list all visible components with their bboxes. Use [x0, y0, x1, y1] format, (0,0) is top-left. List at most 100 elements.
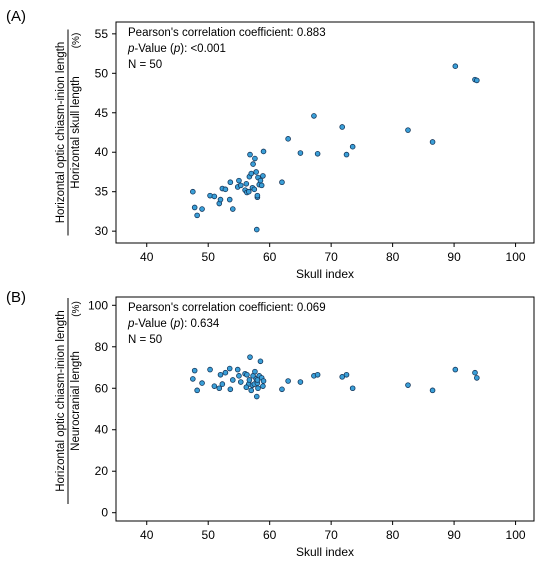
data-point [190, 188, 196, 195]
y-tick-label: 35 [95, 185, 109, 199]
n-annotation: N = 50 [128, 59, 162, 71]
y-tick-label: 0 [101, 506, 108, 520]
data-point [297, 379, 304, 385]
x-tick-label: 60 [263, 528, 277, 542]
data-point [279, 179, 285, 186]
data-point [222, 186, 229, 193]
y-tick-label: 40 [95, 145, 109, 159]
y-label-unit: (%) [71, 33, 82, 49]
data-point [339, 124, 346, 130]
data-point [211, 193, 218, 200]
data-point [248, 387, 255, 394]
y-axis-label: Horizontal optic chiasm-inion length Hori… [55, 29, 82, 236]
x-tick-label: 40 [140, 528, 154, 542]
data-point [285, 378, 291, 384]
x-tick-label: 90 [447, 528, 461, 542]
data-point [251, 186, 258, 193]
data-point [191, 367, 198, 374]
data-point [297, 150, 304, 156]
y-label-denominator: Neurocranial length [70, 351, 82, 451]
data-point [194, 212, 200, 219]
data-point [217, 196, 224, 203]
y-label-numerator: Horizontal optic chiasm-inion length [55, 42, 67, 224]
y-tick-label: 20 [95, 464, 109, 478]
panel-label: (A) [6, 8, 26, 25]
data-point [339, 374, 346, 380]
x-tick-label: 40 [140, 250, 154, 264]
data-point [452, 63, 459, 69]
data-point [260, 173, 266, 179]
data-point [279, 386, 285, 393]
data-point [227, 179, 234, 186]
data-point [194, 387, 200, 394]
data-point [250, 161, 256, 167]
data-point [472, 369, 478, 376]
data-point [343, 371, 350, 378]
data-point [452, 366, 459, 373]
x-tick-label: 80 [386, 528, 400, 542]
data-point [405, 382, 411, 388]
data-point [237, 379, 244, 385]
data-point [253, 169, 259, 175]
y-tick-label: 30 [95, 224, 109, 238]
data-point [314, 371, 321, 378]
x-tick-label: 100 [506, 528, 526, 542]
data-point [254, 377, 261, 383]
data-point [207, 366, 213, 373]
y-tick-label: 100 [88, 298, 108, 312]
data-point [237, 182, 244, 189]
data-point [314, 151, 321, 157]
x-tick-label: 60 [263, 250, 277, 264]
data-point [191, 204, 198, 211]
x-tick-label: 90 [447, 250, 461, 264]
data-point [253, 393, 260, 400]
y-label-numerator: Horizontal optic chiasm-inion length [55, 310, 67, 492]
data-point [311, 113, 317, 119]
n-annotation: N = 50 [128, 334, 162, 346]
p-value-annotation: p-Value (p): <0.001 [127, 43, 226, 55]
data-point [405, 127, 411, 133]
data-point [199, 380, 205, 386]
data-point [244, 371, 250, 378]
data-point [260, 383, 266, 389]
data-point [211, 383, 218, 389]
y-label-unit: (%) [71, 301, 82, 317]
y-tick-label: 80 [95, 340, 109, 354]
scatter-chart-a: 40 50 60 70 80 90 100 30 35 40 45 50 55 Skull index Ho… [55, 21, 535, 281]
scatter-chart-b: 40 50 60 70 80 90 100 0 20 40 60 80 100 Skull index Ho… [55, 296, 535, 559]
data-point [260, 148, 267, 155]
data-point [349, 385, 356, 392]
data-point [343, 151, 350, 158]
panel-a: (A) 40 50 60 70 80 90 100 30 35 40 45 50 55 Skull ind… [6, 8, 535, 281]
x-axis-label: Skull index [296, 545, 354, 559]
x-tick-label: 50 [202, 250, 216, 264]
y-tick-label: 40 [95, 423, 109, 437]
data-point [429, 139, 436, 145]
data-point [226, 365, 233, 372]
data-point [216, 385, 223, 392]
panel-label: (B) [6, 289, 26, 306]
y-tick-label: 45 [95, 106, 109, 120]
data-point [254, 192, 261, 199]
y-tick-label: 55 [95, 27, 109, 41]
data-point [258, 182, 265, 189]
data-point [243, 384, 250, 391]
pearson-annotation: Pearson's correlation coefficient: 0.883 [128, 27, 326, 39]
data-point [222, 369, 229, 376]
data-point [252, 155, 258, 162]
data-point [243, 181, 250, 187]
y-label-denominator: Horizontal skull length [70, 76, 82, 189]
data-point [190, 376, 196, 382]
data-point [236, 177, 242, 184]
data-point [226, 196, 233, 203]
panel-b: (B) 40 50 60 70 80 90 100 0 20 40 60 80 100 Skull ind… [0, 285, 550, 563]
x-axis-label: Skull index [296, 267, 354, 281]
data-point [255, 385, 261, 392]
plot-frame [115, 21, 535, 244]
y-axis-label: Horizontal optic chiasm-inion length Neur… [55, 298, 82, 504]
data-point [219, 381, 226, 387]
data-point [248, 170, 255, 177]
x-tick-label: 70 [324, 250, 338, 264]
data-point [429, 387, 436, 394]
x-tick-label: 50 [202, 528, 216, 542]
